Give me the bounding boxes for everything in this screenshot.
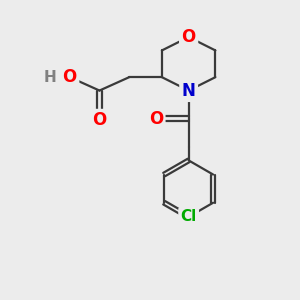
Text: O: O: [92, 111, 106, 129]
Text: Cl: Cl: [181, 209, 197, 224]
Text: H: H: [44, 70, 57, 85]
Text: N: N: [182, 82, 196, 100]
Text: O: O: [182, 28, 196, 46]
Text: O: O: [63, 68, 77, 86]
Text: O: O: [149, 110, 163, 128]
